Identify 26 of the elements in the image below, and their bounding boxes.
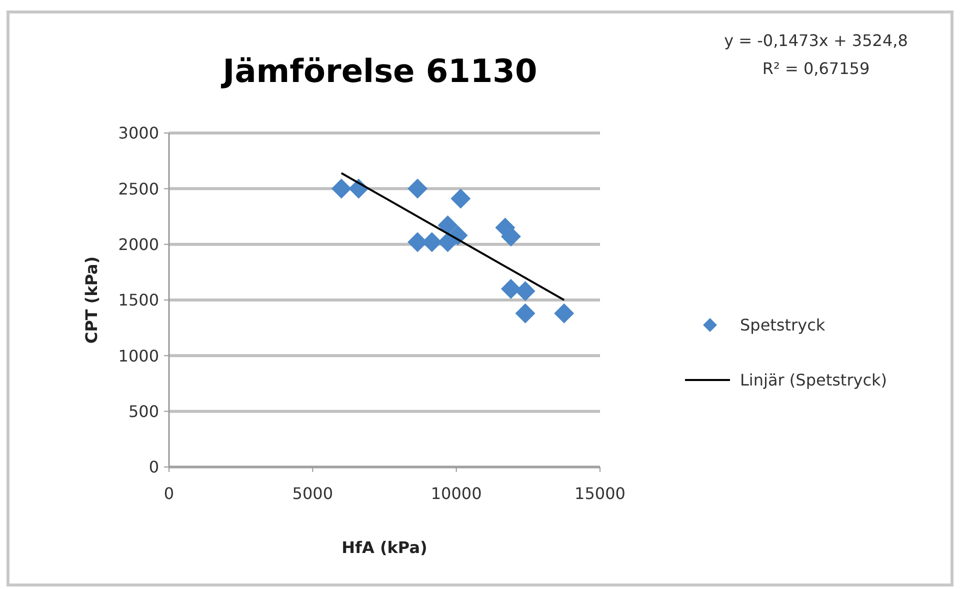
x-tick-label: 0 xyxy=(164,484,174,503)
point xyxy=(438,215,458,236)
y-tick-label: 2000 xyxy=(118,234,159,254)
point xyxy=(331,178,352,199)
y-tick-label: 500 xyxy=(128,402,159,421)
y-tick-label: 3000 xyxy=(118,124,159,143)
point xyxy=(500,278,521,299)
x-axis-title: HfA (kPa) xyxy=(342,538,428,557)
x-tick-label: 10000 xyxy=(430,484,482,503)
y-axis-title: CPT (kPa) xyxy=(82,256,101,344)
chart-title: Jämförelse 61130 xyxy=(220,52,538,90)
x-tick-label: 5000 xyxy=(292,484,334,503)
point xyxy=(408,178,428,199)
y-tick-label: 0 xyxy=(148,458,159,477)
y-tick-label: 1000 xyxy=(118,346,159,366)
y-tick-label: 1500 xyxy=(118,290,159,310)
point xyxy=(515,281,536,302)
point xyxy=(450,188,471,209)
text: R² = 0,67159 xyxy=(762,59,870,78)
text: y = -0,1473x + 3524,8 xyxy=(724,31,908,50)
y-tick-label: 2500 xyxy=(118,179,159,198)
x-tick-label: 15000 xyxy=(574,484,626,503)
legend-label: Spetstryck xyxy=(740,316,826,335)
point xyxy=(554,303,574,324)
legend-label: Linjär (Spetstryck) xyxy=(740,370,888,390)
point xyxy=(515,303,536,324)
